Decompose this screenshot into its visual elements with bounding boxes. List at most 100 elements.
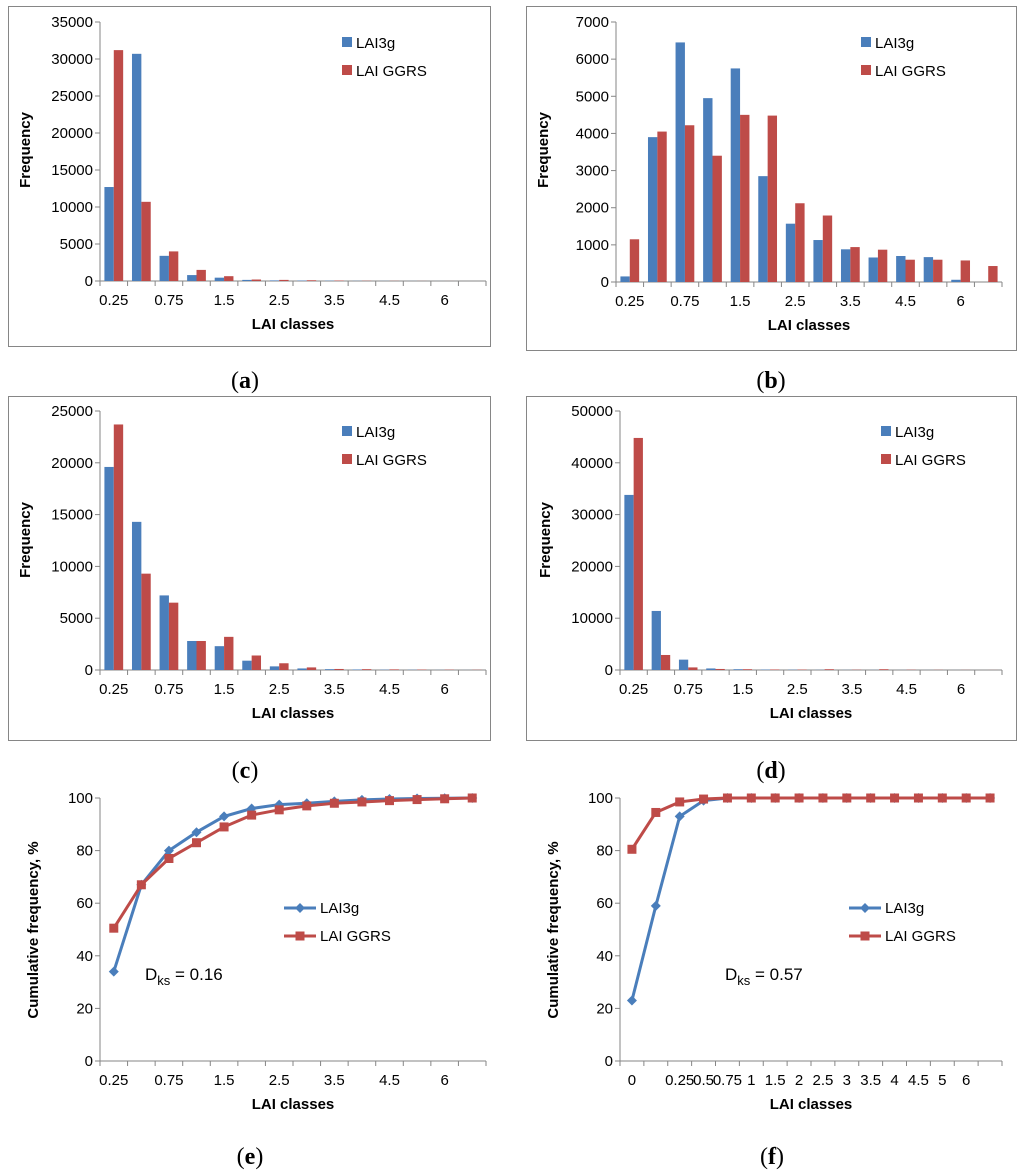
bar-lai3g	[624, 494, 634, 670]
x-tick-label: 2.5	[813, 1072, 834, 1089]
y-tick-label: 0	[605, 1053, 613, 1070]
marker-lai3g	[674, 811, 685, 822]
legend-marker-laiggrs	[295, 931, 305, 941]
ks-value: = 0.57	[750, 965, 802, 984]
marker-laiggrs	[164, 853, 174, 863]
bar-lai3g	[678, 659, 689, 670]
panel-caption: (e)	[237, 1144, 264, 1170]
x-tick-label: 1.5	[732, 681, 753, 698]
legend-swatch-laiggrs	[881, 454, 891, 464]
x-tick-label: 0.25	[615, 293, 644, 310]
y-tick-label: 50000	[571, 403, 613, 420]
bar-lai3g	[620, 276, 630, 282]
bar-lai3g	[159, 255, 169, 281]
legend-label: LAI3g	[895, 424, 934, 441]
bar-laiggrs	[684, 125, 695, 282]
bar-laiggrs	[767, 115, 778, 282]
marker-laiggrs	[961, 793, 971, 803]
y-tick-label: 30000	[571, 507, 613, 524]
y-tick-label: 0	[85, 662, 93, 679]
series-line-laiggrs	[112, 796, 473, 929]
bar-laiggrs	[850, 247, 860, 282]
x-axis-title: LAI classes	[770, 705, 853, 722]
y-tick-label: 5000	[576, 88, 609, 105]
y-tick-label: 25000	[51, 88, 93, 105]
chart-panel-a: 0 5000 10000 15000 20000 25000 30000 35000 0.25 0…	[8, 6, 491, 394]
legend-swatch-laiggrs	[861, 65, 871, 75]
series-line-lai3g	[112, 796, 473, 973]
marker-laiggrs	[109, 923, 119, 933]
marker-lai3g	[626, 995, 637, 1006]
marker-laiggrs	[675, 797, 685, 807]
marker-laiggrs	[866, 793, 876, 803]
x-axis-title: LAI classes	[252, 316, 335, 333]
marker-laiggrs	[651, 807, 661, 817]
bar-laiggrs	[770, 669, 780, 670]
caption-open: (	[237, 1144, 245, 1170]
panel-caption: (f)	[760, 1144, 784, 1170]
bar-laiggrs	[306, 280, 317, 281]
marker-laiggrs	[247, 810, 257, 820]
x-tick-label: 6	[440, 1072, 448, 1089]
legend-label: LAI3g	[885, 900, 924, 917]
x-tick-label: 0	[628, 1072, 636, 1089]
x-tick-label: 3.5	[324, 681, 345, 698]
x-tick-label: 3.5	[324, 1072, 345, 1089]
y-tick-label: 100	[588, 790, 613, 807]
y-tick-label: 0	[85, 273, 93, 290]
x-tick-label: 1	[747, 1072, 755, 1089]
x-tick-label: 2.5	[787, 681, 808, 698]
legend-label: LAI GGRS	[885, 928, 956, 945]
legend-label: LAI GGRS	[356, 63, 427, 80]
bar-lai3g	[214, 277, 225, 281]
x-tick-label: 4.5	[908, 1072, 929, 1089]
bar-lai3g	[706, 668, 716, 670]
x-tick-label: 3	[843, 1072, 851, 1089]
bar-lai3g	[352, 669, 362, 670]
bar-lai3g	[733, 669, 743, 670]
bar-laiggrs	[361, 669, 372, 670]
bar-lai3g	[730, 68, 741, 282]
x-tick-label: 1.5	[765, 1072, 786, 1089]
legend-label: LAI3g	[320, 900, 359, 917]
caption-letter: e	[245, 1144, 256, 1170]
x-tick-label: 4.5	[896, 681, 917, 698]
y-axis-title: Frequency	[17, 111, 34, 188]
y-tick-label: 20	[76, 1000, 93, 1017]
x-tick-label: 5	[938, 1072, 946, 1089]
bar-lai3g	[951, 279, 961, 282]
x-tick-label: 2.5	[269, 1072, 290, 1089]
panel-caption: (d)	[756, 758, 785, 784]
y-tick-label: 7000	[576, 14, 609, 31]
bar-laiggrs	[141, 201, 151, 281]
y-tick-label: 0	[605, 662, 613, 679]
x-tick-label: 6	[957, 681, 965, 698]
legend-label: LAI3g	[356, 35, 395, 52]
y-tick-label: 6000	[576, 51, 609, 68]
bar-lai3g	[297, 668, 307, 670]
bar-laiggrs	[224, 636, 234, 670]
legend-swatch-lai3g	[861, 37, 871, 47]
chart-panel-f: 0 20 40 60 80 100 0 0.250.50.75 1 1.5 2 2.5 3 3.5 4 4.5…	[545, 790, 1003, 1170]
x-axis-title: LAI classes	[768, 317, 851, 334]
y-tick-label: 0	[601, 274, 609, 291]
x-tick-label: 1.5	[214, 1072, 235, 1089]
bar-lai3g	[104, 466, 114, 670]
caption-close: )	[776, 1144, 784, 1170]
marker-lai3g	[650, 900, 661, 911]
ks-subscript: ks	[157, 973, 171, 988]
marker-laiggrs	[412, 795, 422, 805]
y-axis-title: Frequency	[17, 501, 34, 578]
ks-annotation: Dks = 0.57	[725, 965, 803, 988]
caption-open: (	[756, 758, 764, 784]
marker-laiggrs	[699, 794, 709, 804]
bar-lai3g	[703, 98, 713, 283]
marker-laiggrs	[385, 796, 394, 806]
y-tick-label: 40000	[571, 455, 613, 472]
marker-laiggrs	[985, 793, 995, 803]
legend-label: LAI3g	[875, 35, 914, 52]
bar-laiggrs	[334, 668, 344, 670]
bar-laiggrs	[960, 260, 971, 282]
y-tick-label: 3000	[576, 163, 609, 180]
